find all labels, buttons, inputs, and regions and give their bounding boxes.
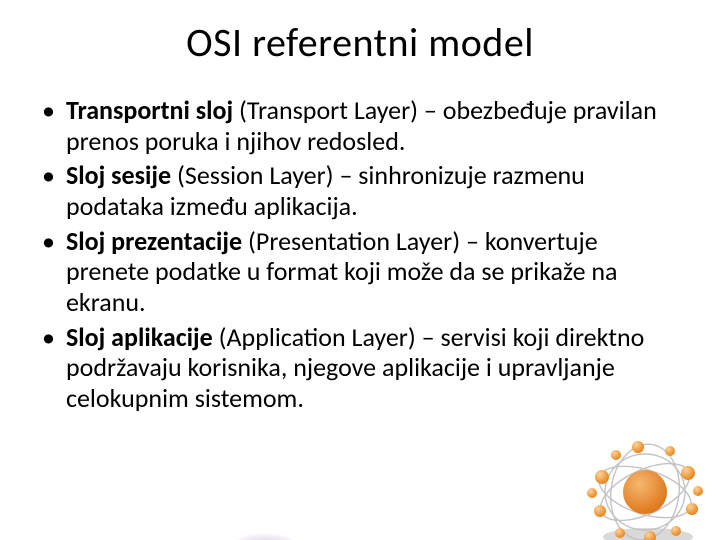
bullet-item: Sloj sesije (Session Layer) – sinhronizu… — [36, 160, 686, 221]
bullet-list: Transportni sloj (Transport Layer) – obe… — [36, 95, 686, 414]
bullet-item: Transportni sloj (Transport Layer) – obe… — [36, 95, 686, 156]
bullet-bold: Transportni sloj — [66, 94, 233, 126]
bullet-item: Sloj prezentacije (Presentation Layer) –… — [36, 226, 686, 318]
bullet-item: Sloj aplikacije (Application Layer) – se… — [36, 322, 686, 414]
network-graphic-icon — [580, 437, 710, 540]
bullet-bold: Sloj aplikacije — [66, 321, 213, 353]
slide-title: OSI referentni model — [0, 18, 720, 67]
slide: OSI referentni model Transportni sloj (T… — [0, 18, 720, 540]
decorative-smudge — [235, 534, 295, 540]
bullet-bold: Sloj sesije — [66, 159, 171, 191]
slide-body: Transportni sloj (Transport Layer) – obe… — [0, 95, 720, 414]
bullet-bold: Sloj prezentacije — [66, 225, 242, 257]
